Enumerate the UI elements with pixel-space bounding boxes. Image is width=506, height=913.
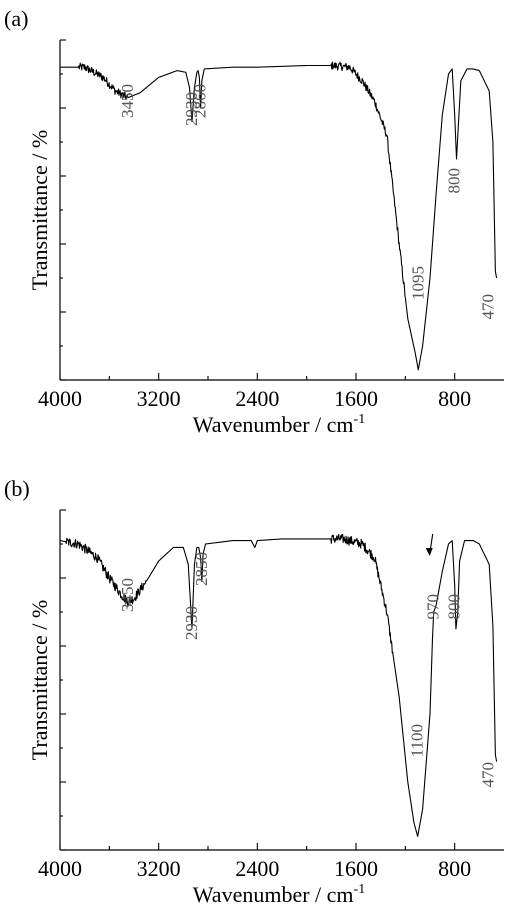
spectrum-line-a (59, 61, 498, 371)
y-axis-title-a: Transmittance / % (27, 130, 52, 291)
x-axis-title-b-sup: -1 (354, 882, 366, 897)
x-tick-label-a-2400: 2400 (235, 386, 279, 411)
peak-label-a-3450: 3450 (118, 84, 137, 118)
x-ticks-b: 4000 3200 2400 1600 800 (38, 843, 471, 881)
peak-label-a-2930: 2930 (182, 92, 201, 126)
peak-labels-b: 3450 2930 2850 970 800 1100 470 (118, 533, 497, 788)
y-ticks-a (60, 39, 66, 381)
y-axis-title-b: Transmittance / % (27, 600, 52, 761)
x-tick-label-a-1600: 1600 (334, 386, 378, 411)
x-tick-label-b-800: 800 (438, 856, 471, 881)
x-axis-title-a-sup: -1 (354, 412, 366, 427)
peak-label-b-3450: 3450 (118, 578, 137, 612)
peak-label-b-800: 800 (445, 594, 464, 620)
x-tick-label-a-800: 800 (438, 386, 471, 411)
y-ticks-b (60, 509, 66, 851)
x-tick-label-b-1600: 1600 (334, 856, 378, 881)
x-tick-label-a-3200: 3200 (137, 386, 181, 411)
x-axis-title-b-text: Wavenumber / cm (193, 882, 354, 907)
peak-label-b-2930: 2930 (182, 606, 201, 640)
peak-label-a-800: 800 (445, 168, 464, 194)
peak-label-b-2850: 2850 (192, 552, 211, 586)
x-axis-title-b: Wavenumber / cm-1 (193, 882, 365, 907)
x-axis-title-a-text: Wavenumber / cm (193, 412, 354, 437)
peak-arrow-head-b-970 (425, 548, 433, 556)
panel-label-b: (b) (4, 476, 30, 501)
peak-label-b-1100: 1100 (408, 724, 427, 757)
x-axis-title-a: Wavenumber / cm-1 (193, 412, 365, 437)
x-tick-label-b-3200: 3200 (137, 856, 181, 881)
x-tick-label-b-4000: 4000 (38, 856, 82, 881)
peak-label-a-1095: 1095 (408, 266, 427, 300)
x-tick-label-b-2400: 2400 (235, 856, 279, 881)
peak-label-b-970: 970 (424, 594, 443, 620)
peak-label-a-2860: 2860 (191, 84, 210, 118)
x-tick-label-a-4000: 4000 (38, 386, 82, 411)
peak-label-b-470: 470 (478, 762, 497, 788)
spectrum-line-b (59, 533, 498, 837)
x-ticks-a: 4000 3200 2400 1600 800 (38, 373, 471, 411)
peak-label-a-470: 470 (478, 294, 497, 320)
panel-label-a: (a) (4, 6, 28, 31)
